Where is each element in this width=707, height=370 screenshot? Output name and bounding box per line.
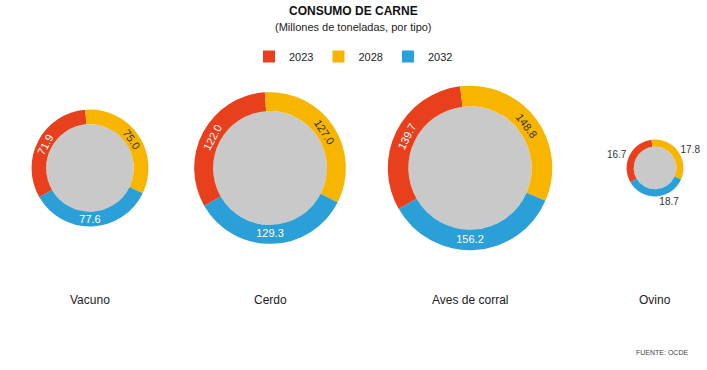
svg-text:127.0: 127.0: [312, 117, 337, 147]
svg-text:122.0: 122.0: [201, 122, 225, 152]
svg-text:139.7: 139.7: [395, 121, 418, 151]
svg-text:16.7: 16.7: [607, 149, 627, 160]
svg-text:77.6: 77.6: [79, 213, 100, 225]
svg-text:FUENTE: OCDE: FUENTE: OCDE: [636, 349, 688, 356]
svg-text:Cerdo: Cerdo: [254, 293, 287, 307]
svg-text:71.9: 71.9: [35, 132, 56, 157]
svg-text:CONSUMO DE CARNE: CONSUMO DE CARNE: [289, 4, 418, 18]
svg-text:18.7: 18.7: [659, 196, 679, 207]
svg-text:2028: 2028: [358, 51, 382, 63]
svg-text:17.8: 17.8: [681, 144, 701, 155]
svg-text:156.2: 156.2: [456, 233, 484, 245]
svg-text:(Millones de toneladas, por ti: (Millones de toneladas, por tipo): [275, 21, 432, 33]
svg-text:148.8: 148.8: [514, 111, 540, 140]
svg-text:Aves de corral: Aves de corral: [432, 293, 508, 307]
svg-text:Ovino: Ovino: [639, 293, 671, 307]
svg-text:75.0: 75.0: [121, 127, 143, 151]
svg-text:2032: 2032: [428, 51, 452, 63]
svg-text:Vacuno: Vacuno: [70, 293, 110, 307]
svg-text:2023: 2023: [289, 51, 313, 63]
svg-text:129.3: 129.3: [256, 227, 284, 239]
